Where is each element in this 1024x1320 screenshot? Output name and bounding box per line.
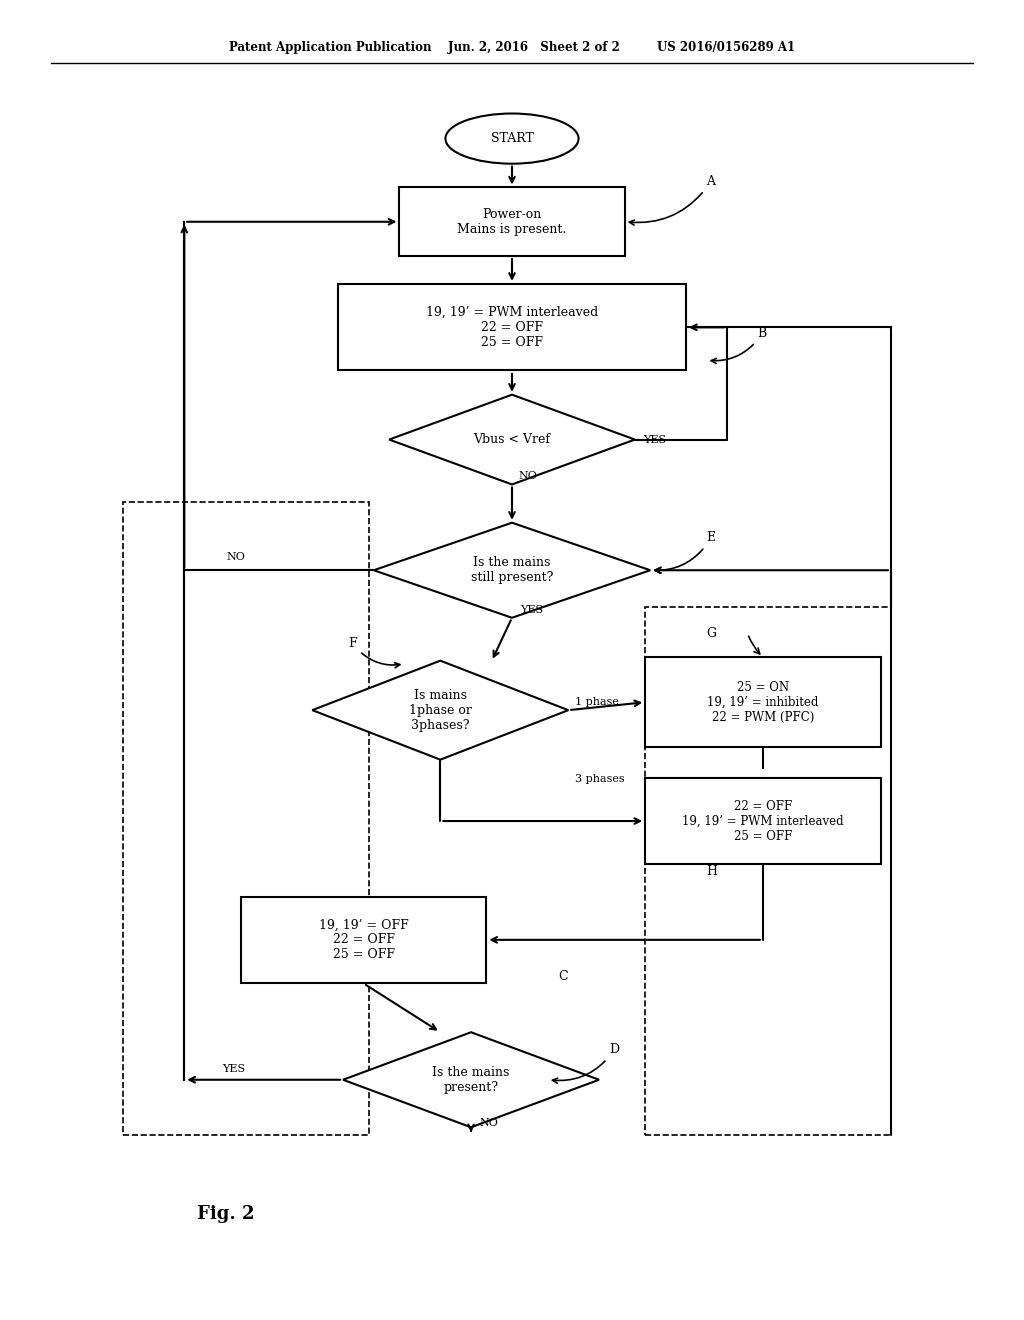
- Text: H: H: [707, 865, 718, 878]
- Text: B: B: [712, 326, 767, 363]
- Text: G: G: [707, 627, 717, 640]
- Text: NO: NO: [479, 1118, 498, 1129]
- FancyBboxPatch shape: [338, 285, 686, 370]
- FancyBboxPatch shape: [241, 898, 486, 982]
- Text: Power-on
Mains is present.: Power-on Mains is present.: [458, 207, 566, 236]
- Text: Vbus < Vref: Vbus < Vref: [473, 433, 551, 446]
- Text: E: E: [655, 531, 716, 573]
- Text: 25 = ON
19, 19’ = inhibited
22 = PWM (PFC): 25 = ON 19, 19’ = inhibited 22 = PWM (PF…: [708, 681, 818, 723]
- Text: 3 phases: 3 phases: [575, 774, 625, 784]
- Text: F: F: [348, 636, 400, 668]
- Text: Fig. 2: Fig. 2: [197, 1205, 254, 1224]
- Text: C: C: [558, 970, 567, 983]
- FancyBboxPatch shape: [645, 657, 881, 747]
- Text: 22 = OFF
19, 19’ = PWM interleaved
25 = OFF: 22 = OFF 19, 19’ = PWM interleaved 25 = …: [682, 800, 844, 842]
- Polygon shape: [374, 523, 650, 618]
- Text: YES: YES: [222, 1064, 246, 1074]
- Text: Is mains
1phase or
3phases?: Is mains 1phase or 3phases?: [409, 689, 472, 731]
- Text: YES: YES: [520, 605, 544, 615]
- Text: Is the mains
still present?: Is the mains still present?: [471, 556, 553, 585]
- Text: Patent Application Publication    Jun. 2, 2016   Sheet 2 of 2         US 2016/01: Patent Application Publication Jun. 2, 2…: [229, 41, 795, 54]
- Text: Is the mains
present?: Is the mains present?: [432, 1065, 510, 1094]
- Polygon shape: [343, 1032, 599, 1127]
- Text: 19, 19’ = OFF
22 = OFF
25 = OFF: 19, 19’ = OFF 22 = OFF 25 = OFF: [318, 919, 409, 961]
- FancyBboxPatch shape: [645, 777, 881, 863]
- Text: D: D: [553, 1043, 620, 1084]
- Text: YES: YES: [643, 434, 667, 445]
- Ellipse shape: [445, 114, 579, 164]
- Polygon shape: [312, 660, 568, 759]
- Text: START: START: [490, 132, 534, 145]
- Text: NO: NO: [227, 552, 246, 562]
- Text: NO: NO: [518, 471, 537, 482]
- Text: A: A: [630, 174, 716, 224]
- Polygon shape: [389, 395, 635, 484]
- Text: 19, 19’ = PWM interleaved
22 = OFF
25 = OFF: 19, 19’ = PWM interleaved 22 = OFF 25 = …: [426, 306, 598, 348]
- Text: 1 phase: 1 phase: [575, 697, 620, 708]
- FancyBboxPatch shape: [399, 187, 625, 256]
